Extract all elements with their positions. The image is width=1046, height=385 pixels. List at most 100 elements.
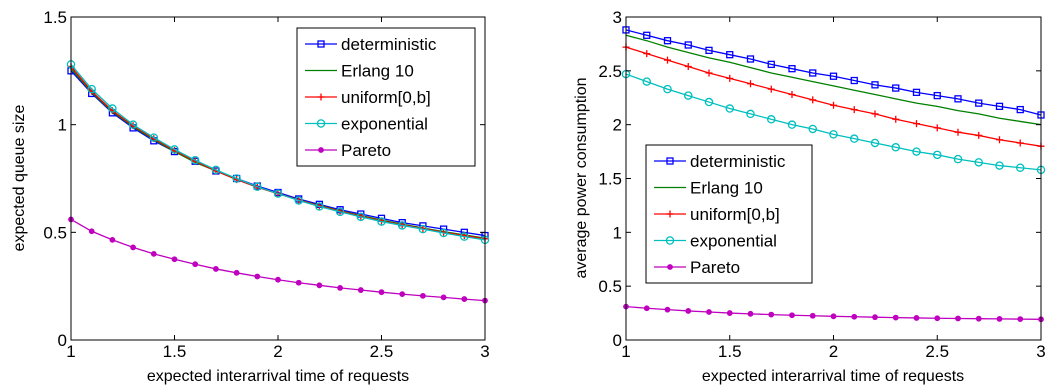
marker-circle	[725, 104, 735, 113]
marker-circle	[273, 189, 283, 198]
series-pareto	[68, 216, 488, 304]
marker-circle	[933, 150, 942, 160]
marker-circle	[808, 124, 818, 134]
marker-circle	[87, 84, 96, 94]
series-line	[70, 63, 486, 241]
marker-dot	[399, 291, 406, 298]
marker-circle	[418, 224, 428, 234]
legend-label: Erlang 10	[341, 62, 414, 81]
marker-square	[788, 65, 796, 73]
marker-circle	[316, 119, 326, 128]
marker-circle	[767, 115, 776, 124]
marker-circle	[684, 91, 693, 100]
y-tick-label: 1.5	[43, 8, 67, 27]
marker-dot	[892, 314, 899, 321]
marker-dot	[830, 313, 837, 320]
legend-entry: deterministic	[305, 35, 437, 54]
marker-circle	[787, 120, 797, 129]
marker-dot	[955, 315, 961, 322]
marker-dot	[975, 315, 982, 322]
legend: deterministic Erlang 10 uniform[0,b] expone…	[645, 144, 813, 284]
x-tick-label: 1	[621, 342, 630, 361]
marker-square	[829, 72, 838, 80]
marker-dot	[809, 312, 816, 319]
marker-square	[684, 41, 692, 49]
legend-label: exponential	[341, 115, 428, 134]
marker-circle	[377, 217, 386, 226]
marker-circle	[232, 174, 241, 183]
marker-square	[726, 51, 734, 59]
y-tick-label: 2.5	[598, 62, 622, 81]
legend-label: Pareto	[341, 141, 391, 160]
marker-circle	[1016, 163, 1025, 172]
marker-dot	[192, 261, 199, 268]
marker-square	[767, 60, 775, 69]
marker-circle	[870, 138, 880, 148]
marker-plus	[643, 50, 651, 58]
axis-layer: 1 1.5 2 2.5 3 0 0.5 1 1.5 2 2.5 3	[598, 8, 1045, 361]
chart-queue-size: 1 1.5 2 2.5 3 0 0.5 1 1.5 expected interarrival …	[11, 8, 490, 385]
marker-square	[954, 95, 962, 103]
marker-circle	[460, 232, 469, 241]
legend-entry: deterministic	[654, 152, 786, 171]
marker-circle	[663, 84, 672, 94]
marker-circle	[439, 228, 448, 238]
series-layer	[66, 60, 490, 304]
marker-plus	[830, 101, 837, 109]
legend-label: deterministic	[341, 35, 437, 54]
y-tick-label: 0	[613, 331, 622, 350]
legend-entry: Pareto	[305, 141, 391, 160]
marker-circle	[746, 109, 755, 119]
series-line	[625, 34, 1042, 126]
legend-entry: exponential	[305, 115, 428, 134]
marker-plus	[975, 131, 983, 139]
marker-circle	[829, 130, 838, 139]
y-tick-label: 2	[613, 116, 622, 135]
marker-square	[892, 84, 900, 92]
marker-plus	[933, 124, 941, 132]
y-tick-label: 1.5	[598, 170, 622, 189]
marker-plus	[892, 115, 900, 123]
marker-circle	[953, 154, 963, 164]
legend-label: uniform[0,b]	[690, 205, 780, 224]
marker-plus	[684, 63, 692, 71]
y-axis-label: expected queue size	[11, 105, 28, 252]
x-tick-label: 2.5	[925, 342, 949, 361]
legend-label: exponential	[690, 232, 777, 251]
marker-circle	[335, 207, 345, 217]
y-axis-label: average power consumption	[573, 77, 590, 278]
marker-square	[912, 88, 921, 97]
marker-plus	[809, 96, 817, 104]
y-tick-label: 1	[613, 223, 622, 242]
x-tick-label: 2.5	[370, 342, 394, 361]
x-tick-label: 2	[273, 342, 282, 361]
x-tick-label: 1	[66, 342, 75, 361]
x-axis-label: expected interarrival time of requests	[147, 368, 409, 385]
legend-entry: Pareto	[654, 258, 740, 277]
marker-dot	[643, 305, 650, 312]
marker-dot	[789, 312, 795, 319]
marker-dot	[254, 273, 261, 280]
marker-dot	[768, 311, 775, 318]
marker-square	[850, 76, 858, 85]
marker-dot	[440, 294, 447, 301]
legend: deterministic Erlang 10 uniform[0,b] expone…	[296, 27, 476, 167]
marker-dot	[726, 310, 733, 316]
marker-circle	[397, 221, 407, 230]
marker-square	[643, 31, 651, 39]
marker-dot	[934, 315, 941, 322]
marker-dot	[213, 266, 219, 272]
marker-square	[746, 55, 755, 63]
y-tick-label: 0.5	[43, 223, 67, 242]
legend-entry: Erlang 10	[654, 179, 763, 198]
axis-layer: 1 1.5 2 2.5 3 0 0.5 1 1.5	[43, 8, 489, 361]
marker-circle	[170, 145, 179, 154]
marker-circle	[665, 236, 675, 245]
marker-circle	[128, 120, 138, 129]
marker-dot	[851, 313, 858, 320]
marker-circle	[850, 134, 859, 143]
marker-circle	[253, 182, 262, 191]
marker-dot	[667, 264, 673, 270]
marker-plus	[747, 80, 754, 88]
x-tick-label: 3	[1036, 342, 1045, 361]
